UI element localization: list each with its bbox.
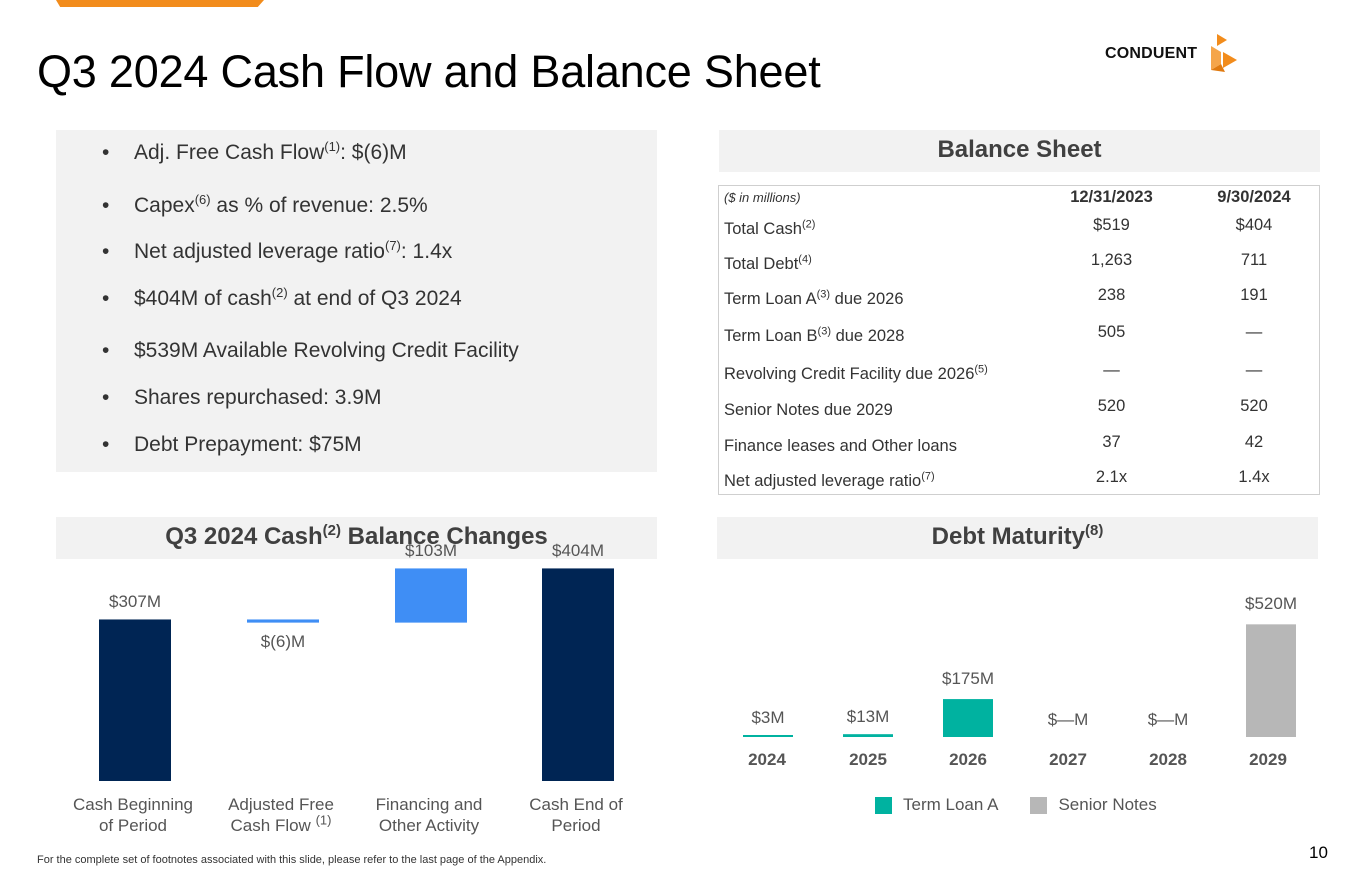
footnote: For the complete set of footnotes associ…	[37, 854, 547, 866]
x-tick-label: 2024	[748, 750, 786, 769]
page-title: Q3 2024 Cash Flow and Balance Sheet	[37, 46, 821, 97]
balance-sheet-table: ($ in millions) 12/31/2023 9/30/2024 Tot…	[718, 185, 1320, 495]
waterfall-bar	[247, 619, 319, 623]
legend-swatch	[1030, 796, 1048, 814]
legend-item-term-loan-a: Term Loan A	[875, 795, 998, 815]
logo-mark-icon	[1211, 34, 1238, 72]
data-label: $404M	[552, 541, 604, 561]
table-header-row: ($ in millions) 12/31/2023 9/30/2024	[719, 188, 1319, 218]
units-label: ($ in millions)	[724, 190, 801, 205]
x-tick-label: 2027	[1049, 750, 1087, 769]
bullet-free-cash-flow: • Adj. Free Cash Flow(1): $(6)M	[102, 139, 407, 164]
bullet-debt-prepayment: • Debt Prepayment: $75M	[102, 433, 362, 456]
conduent-logo: CONDUENT	[1105, 34, 1241, 74]
table-row: Term Loan A(3) due 2026 238 191	[724, 286, 1268, 308]
table-row: Senior Notes due 2029 520 520	[724, 397, 1268, 419]
data-label: $—M	[1047, 710, 1089, 729]
legend: Term Loan A Senior Notes	[875, 795, 1189, 815]
category-label: Cash End of Period	[529, 795, 623, 835]
table-row: Term Loan B(3) due 2028 505—	[724, 323, 1263, 345]
accent-bar	[56, 0, 264, 7]
data-label: $103M	[405, 541, 457, 561]
data-label: $520M	[1245, 594, 1297, 614]
debt-maturity-header: Debt Maturity(8)	[717, 517, 1318, 559]
category-label: Adjusted Free Cash Flow (1)	[228, 795, 334, 835]
table-row: Total Debt(4) 1,263 711	[724, 251, 1268, 273]
waterfall-bar	[395, 568, 467, 623]
x-tick-label: 2028	[1149, 750, 1187, 769]
waterfall-bar	[99, 619, 171, 781]
table-row: Revolving Credit Facility due 2026(5) — —	[724, 361, 1263, 383]
table-row: Finance leases and Other loans 37 42	[724, 433, 1264, 455]
bullet-shares-repurchased: • Shares repurchased: 3.9M	[102, 386, 382, 409]
logo-text: CONDUENT	[1105, 45, 1198, 62]
column-header-2024: 9/30/2024	[1217, 188, 1291, 206]
data-label: $175M	[942, 669, 994, 689]
bullet-cash: • $404M of cash(2) at end of Q3 2024	[102, 285, 462, 310]
category-label: Cash Beginning of Period	[72, 795, 194, 835]
bullet-leverage-ratio: • Net adjusted leverage ratio(7): 1.4x	[102, 238, 453, 263]
data-label: $307M	[109, 592, 161, 612]
x-tick-label: 2026	[949, 750, 987, 769]
data-label: $(6)M	[260, 631, 306, 651]
maturity-bar	[743, 735, 793, 737]
cash-changes-header: Q3 2024 Cash(2) Balance Changes	[56, 517, 657, 559]
data-label: $3M	[751, 708, 785, 727]
table-row: Total Cash(2) $519 $404	[724, 216, 1273, 238]
data-label: $13M	[846, 707, 890, 727]
table-row: Net adjusted leverage ratio(7) 2.1x 1.4x	[724, 468, 1270, 490]
legend-item-senior-notes: Senior Notes	[1030, 795, 1157, 815]
x-tick-label: 2029	[1249, 750, 1287, 769]
maturity-bar	[943, 699, 993, 737]
column-header-2023: 12/31/2023	[1070, 188, 1153, 206]
bullet-capex: • Capex(6) as % of revenue: 2.5%	[102, 192, 428, 217]
x-tick-label: 2025	[849, 750, 887, 769]
balance-sheet-header: Balance Sheet	[719, 130, 1320, 172]
highlights-panel: • Adj. Free Cash Flow(1): $(6)M • Capex(6)…	[56, 130, 657, 472]
bullet-revolving-credit: • $539M Available Revolving Credit Facili…	[102, 339, 519, 362]
maturity-bar	[843, 734, 893, 737]
page-number: 10	[1309, 843, 1328, 862]
waterfall-bar	[542, 568, 614, 781]
maturity-bar	[1246, 624, 1296, 737]
legend-swatch	[875, 796, 892, 814]
category-label: Financing and Other Activity	[375, 795, 483, 835]
data-label: $—M	[1147, 710, 1189, 729]
